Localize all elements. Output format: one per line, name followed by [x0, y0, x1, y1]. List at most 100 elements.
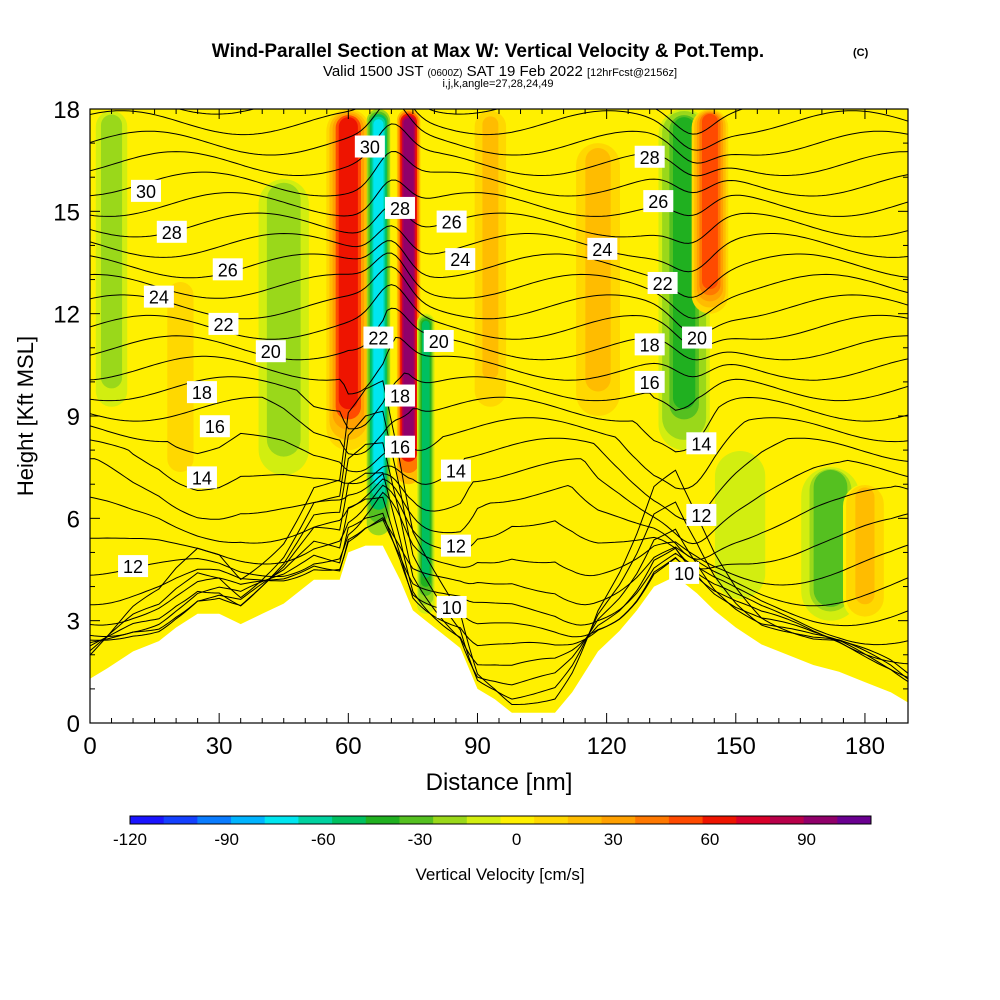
contour-label-text: 22	[368, 329, 388, 349]
colorbar-swatch	[163, 816, 198, 824]
contour-label-text: 26	[442, 213, 462, 233]
isentrope-line	[90, 518, 908, 627]
colorbar-label: Vertical Velocity [cm/s]	[415, 865, 584, 884]
colorbar: -120 -90 -60 -30 0 30 60 90	[113, 815, 872, 849]
contour-label: 18	[186, 381, 217, 404]
contour-label-text: 20	[687, 329, 707, 349]
y-tick-label: 0	[67, 711, 80, 738]
velocity-feature-14	[476, 637, 565, 713]
contour-label: 24	[445, 248, 476, 270]
colorbar-swatch	[365, 816, 400, 824]
contour-label-text: 30	[360, 138, 380, 158]
contour-label: 22	[363, 326, 394, 349]
isentrope-line	[90, 517, 908, 607]
contour-label: 24	[587, 237, 618, 260]
contour-label-text: 12	[123, 557, 143, 577]
contour-label-text: 18	[640, 335, 660, 355]
contour-label: 10	[436, 596, 467, 619]
plot-area: 30 28 26 24 22 20 18 16 14 12 30 28 26 24 22 20 18 16 14 12…	[90, 109, 908, 723]
contour-label: 26	[212, 258, 243, 281]
isentrope-line	[90, 372, 908, 430]
x-axis: 0 30 60 90 120 150 180	[83, 109, 909, 760]
contour-label: 22	[208, 312, 239, 335]
velocity-band	[482, 116, 499, 380]
isentrope-line	[90, 417, 908, 490]
contour-label: 16	[634, 370, 665, 393]
contour-label-text: 26	[648, 192, 668, 212]
velocity-feature-7	[472, 109, 509, 416]
x-tick-label: 120	[587, 733, 627, 760]
contour-label: 18	[634, 333, 665, 356]
pot-temp-contours	[90, 109, 908, 705]
contour-label: 18	[384, 384, 415, 407]
velocity-band	[855, 487, 875, 605]
colorbar-tick-label: 90	[797, 830, 816, 849]
chart-title: Wind-Parallel Section at Max W: Vertical…	[212, 41, 764, 62]
isentrope-line	[90, 472, 908, 678]
x-tick-label: 90	[464, 733, 491, 760]
velocity-band	[588, 149, 608, 384]
velocity-band	[817, 470, 844, 603]
velocity-band	[373, 119, 384, 485]
colorbar-swatch	[197, 816, 232, 824]
x-tick-label: 0	[83, 733, 96, 760]
subtitle-utc: (0600Z)	[427, 68, 462, 79]
isentrope-line	[90, 179, 908, 217]
contour-label: 14	[440, 459, 471, 482]
colorbar-swatch	[601, 816, 636, 824]
contour-label-text: 12	[446, 537, 466, 557]
y-tick-label: 6	[67, 506, 80, 533]
velocity-band	[701, 113, 718, 290]
contour-label-text: 16	[205, 417, 225, 437]
contour-label: 28	[384, 196, 415, 219]
colorbar-frame	[129, 815, 872, 825]
velocity-feature-3	[326, 109, 371, 451]
contour-label-text: 28	[640, 148, 660, 168]
isentrope-line	[90, 307, 908, 361]
isentrope-line	[90, 205, 908, 244]
contour-label: 20	[682, 326, 713, 349]
colorbar-swatch	[298, 816, 333, 824]
velocity-feature-1	[162, 279, 199, 485]
y-tick-label: 18	[53, 97, 80, 124]
contour-label-text: 30	[136, 182, 156, 202]
isentrope-line	[90, 252, 908, 319]
contour-label: 20	[255, 340, 286, 363]
colorbar-swatch	[702, 816, 737, 824]
y-tick-label: 15	[53, 199, 80, 226]
isentrope-line	[90, 458, 908, 545]
contour-label: 16	[384, 435, 415, 458]
contour-label-text: 14	[446, 462, 466, 482]
x-tick-label: 150	[716, 733, 756, 760]
colorbar-tick-label: -90	[214, 830, 239, 849]
isentrope-line	[90, 109, 908, 151]
isentrope-line	[90, 512, 908, 646]
velocity-feature-2	[254, 177, 314, 485]
velocity-feature-0	[93, 109, 130, 416]
contour-label-text: 22	[213, 315, 233, 335]
contour-label-text: 28	[390, 199, 410, 219]
contour-label-text: 22	[653, 274, 673, 294]
contour-label: 26	[643, 190, 674, 213]
y-tick-label: 12	[53, 302, 80, 329]
colorbar-swatch	[635, 816, 670, 824]
colorbar-tick-label: -120	[113, 830, 147, 849]
colorbar-swatch	[399, 816, 434, 824]
contour-label: 26	[436, 210, 467, 233]
isentrope-line	[90, 150, 908, 197]
velocity-feature-4	[366, 109, 391, 536]
contour-label: 20	[423, 329, 454, 352]
colorbar-swatch	[130, 816, 165, 824]
isentrope-line	[90, 396, 908, 456]
isentrope-line	[90, 437, 908, 521]
contour-label: 22	[647, 271, 678, 294]
velocity-feature-8	[576, 143, 620, 416]
colorbar-swatch	[433, 816, 468, 824]
velocity-feature-13	[842, 484, 887, 621]
contour-label: 28	[634, 145, 665, 168]
contour-label-text: 24	[592, 240, 612, 260]
velocity-band	[501, 639, 540, 704]
contour-label-text: 16	[640, 373, 660, 393]
contour-label: 12	[686, 503, 717, 526]
colorbar-swatch	[668, 816, 704, 824]
